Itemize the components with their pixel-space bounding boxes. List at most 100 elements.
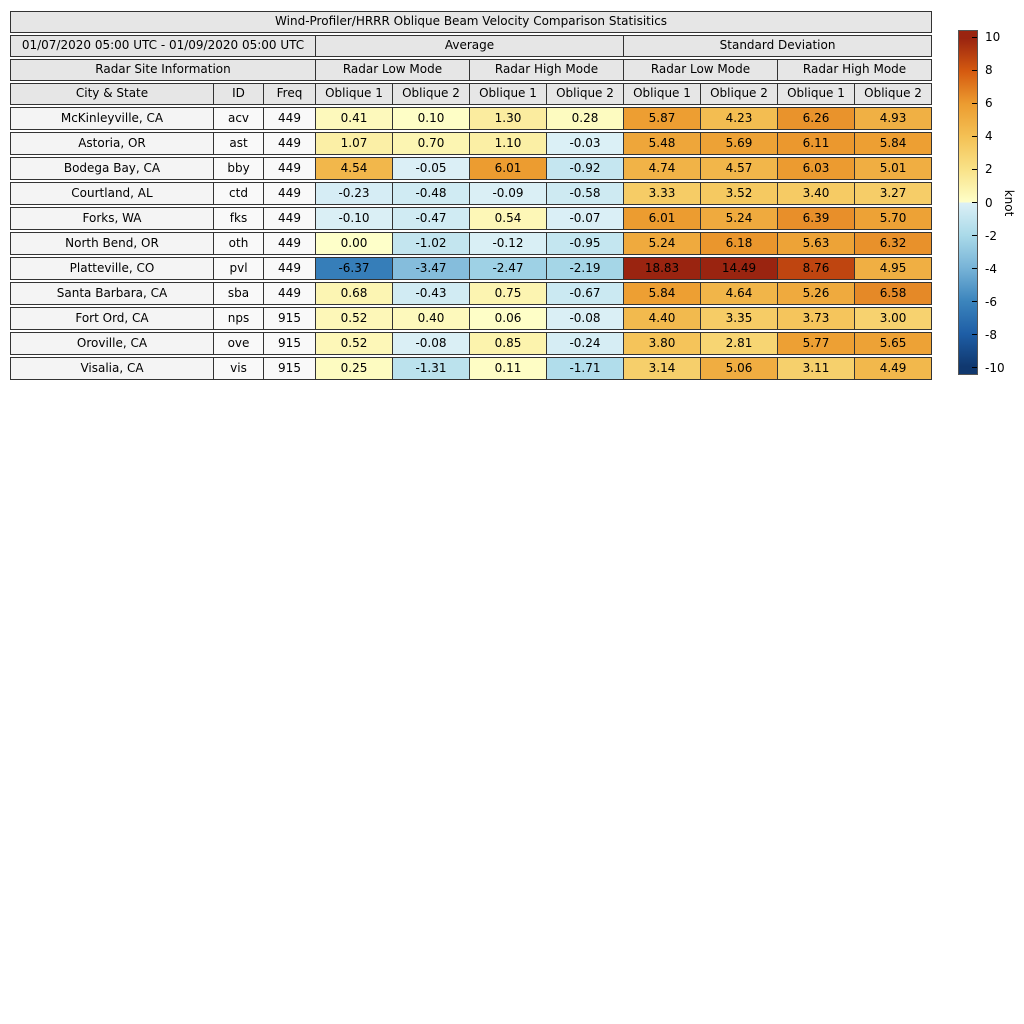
cell-value: 1.10	[470, 132, 547, 155]
cell-value: 4.23	[701, 107, 778, 130]
mode-header-std-high: Radar High Mode	[778, 59, 933, 81]
cell-value: -0.43	[393, 282, 470, 305]
cell-value: -0.24	[547, 332, 624, 355]
cell-value: -0.47	[393, 207, 470, 230]
cell-value: 1.30	[470, 107, 547, 130]
table-row: Fort Ord, CA nps 915 0.52 0.40 0.06 -0.08 4.40 3…	[10, 307, 933, 330]
cell-value: 0.40	[393, 307, 470, 330]
cell-value: 6.01	[470, 157, 547, 180]
column-header: Oblique 1	[470, 83, 547, 105]
cell-city-state: Courtland, AL	[10, 182, 214, 205]
colorbar-tick	[972, 168, 977, 170]
cell-site-id: sba	[214, 282, 264, 305]
colorbar-tick	[972, 367, 977, 369]
cell-value: 0.11	[470, 357, 547, 380]
cell-value: 5.06	[701, 357, 778, 380]
cell-site-id: acv	[214, 107, 264, 130]
cell-value: -0.58	[547, 182, 624, 205]
cell-value: 6.18	[701, 232, 778, 255]
colorbar-tick-label: 10	[985, 30, 1001, 45]
cell-value: -3.47	[393, 257, 470, 280]
section-header-std-deviation: Standard Deviation	[624, 35, 933, 57]
cell-frequency: 449	[264, 232, 316, 255]
colorbar-tick	[972, 268, 977, 270]
cell-frequency: 449	[264, 107, 316, 130]
table-row: Visalia, CA vis 915 0.25 -1.31 0.11 -1.71 3.14 5…	[10, 357, 933, 380]
cell-value: 3.11	[778, 357, 855, 380]
section-header-row: 01/07/2020 05:00 UTC - 01/09/2020 05:00 …	[10, 35, 933, 57]
cell-value: -2.47	[470, 257, 547, 280]
colorbar-tick	[972, 334, 977, 336]
cell-value: 6.39	[778, 207, 855, 230]
cell-value: 6.11	[778, 132, 855, 155]
cell-value: 14.49	[701, 257, 778, 280]
cell-value: 3.33	[624, 182, 701, 205]
column-header: ID	[214, 83, 264, 105]
cell-value: 4.54	[316, 157, 393, 180]
cell-city-state: Oroville, CA	[10, 332, 214, 355]
cell-value: 5.63	[778, 232, 855, 255]
cell-value: -0.48	[393, 182, 470, 205]
colorbar-unit-label: knot	[1002, 189, 1016, 216]
cell-value: 3.52	[701, 182, 778, 205]
cell-city-state: McKinleyville, CA	[10, 107, 214, 130]
cell-value: 4.40	[624, 307, 701, 330]
cell-value: 2.81	[701, 332, 778, 355]
colorbar-tick	[972, 102, 977, 104]
cell-value: 4.93	[855, 107, 933, 130]
cell-value: 5.65	[855, 332, 933, 355]
mode-header-avg-high: Radar High Mode	[470, 59, 624, 81]
colorbar-tick	[972, 235, 977, 236]
cell-value: 1.07	[316, 132, 393, 155]
table-row: Astoria, OR ast 449 1.07 0.70 1.10 -0.03 5.48 5.…	[10, 132, 933, 155]
table-row: North Bend, OR oth 449 0.00 -1.02 -0.12 -0.95 5…	[10, 232, 933, 255]
column-header: Freq	[264, 83, 316, 105]
cell-value: 0.00	[316, 232, 393, 255]
cell-value: 3.35	[701, 307, 778, 330]
colorbar-tick-label: -8	[985, 327, 997, 342]
cell-value: 4.64	[701, 282, 778, 305]
radar-site-information-header: Radar Site Information	[10, 59, 316, 81]
cell-frequency: 449	[264, 157, 316, 180]
cell-value: 5.24	[701, 207, 778, 230]
cell-value: 6.58	[855, 282, 933, 305]
cell-frequency: 915	[264, 357, 316, 380]
column-header: Oblique 2	[855, 83, 933, 105]
cell-value: -1.71	[547, 357, 624, 380]
cell-value: 3.80	[624, 332, 701, 355]
mode-header-row: Radar Site Information Radar Low Mode Ra…	[10, 59, 933, 81]
colorbar-tick	[972, 135, 977, 137]
column-header: City & State	[10, 83, 214, 105]
cell-value: 0.25	[316, 357, 393, 380]
colorbar-tick-label: 6	[985, 96, 993, 111]
colorbar: 10 8 6 4 2 0 -2 -4 -6 -8 -10 knot	[958, 30, 1020, 375]
column-header: Oblique 2	[393, 83, 470, 105]
cell-value: 6.32	[855, 232, 933, 255]
cell-value: 5.48	[624, 132, 701, 155]
cell-city-state: Fort Ord, CA	[10, 307, 214, 330]
cell-value: -0.05	[393, 157, 470, 180]
cell-site-id: ctd	[214, 182, 264, 205]
column-header: Oblique 1	[624, 83, 701, 105]
cell-value: 5.70	[855, 207, 933, 230]
cell-value: 0.28	[547, 107, 624, 130]
cell-city-state: Santa Barbara, CA	[10, 282, 214, 305]
cell-value: 5.84	[624, 282, 701, 305]
date-range: 01/07/2020 05:00 UTC - 01/09/2020 05:00 …	[10, 35, 316, 57]
cell-city-state: North Bend, OR	[10, 232, 214, 255]
cell-value: 5.87	[624, 107, 701, 130]
table-row: Courtland, AL ctd 449 -0.23 -0.48 -0.09 -0.58 3…	[10, 182, 933, 205]
cell-value: -0.09	[470, 182, 547, 205]
cell-value: -2.19	[547, 257, 624, 280]
colorbar-tick	[972, 36, 977, 38]
cell-frequency: 915	[264, 332, 316, 355]
cell-city-state: Bodega Bay, CA	[10, 157, 214, 180]
cell-value: 5.84	[855, 132, 933, 155]
cell-city-state: Forks, WA	[10, 207, 214, 230]
colorbar-tick-label: 4	[985, 129, 993, 144]
cell-value: 5.69	[701, 132, 778, 155]
cell-value: 0.54	[470, 207, 547, 230]
cell-city-state: Visalia, CA	[10, 357, 214, 380]
cell-value: -0.23	[316, 182, 393, 205]
table-row: McKinleyville, CA acv 449 0.41 0.10 1.30 0.28 5…	[10, 107, 933, 130]
